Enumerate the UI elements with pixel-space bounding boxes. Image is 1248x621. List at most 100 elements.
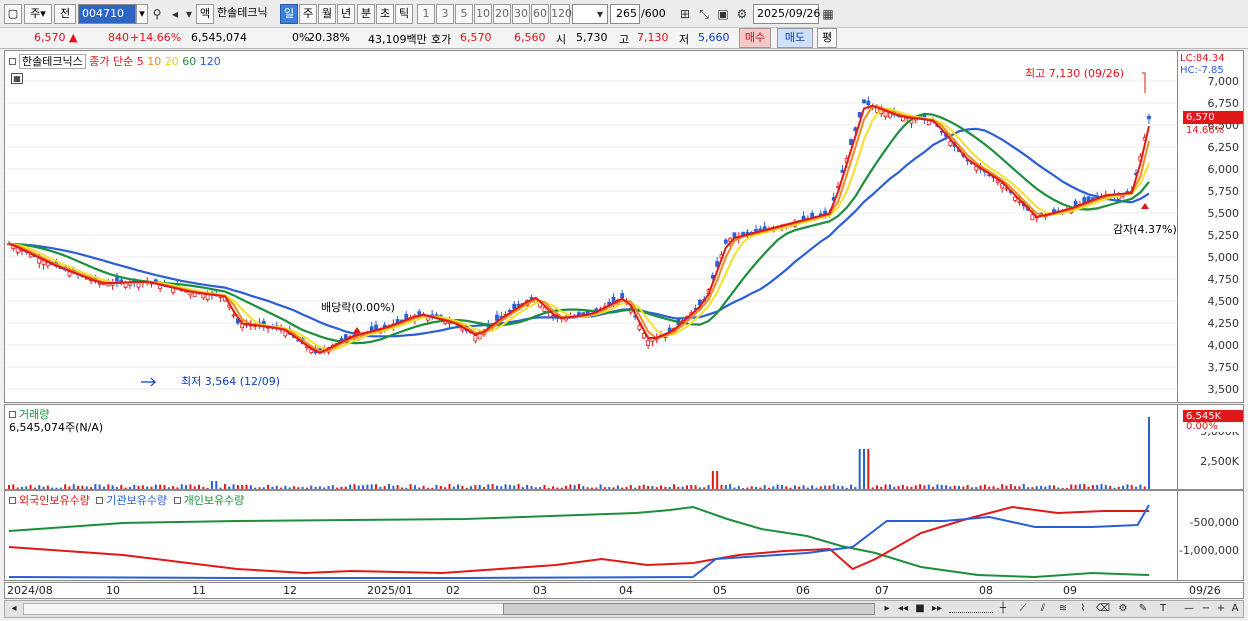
period-minute-tab[interactable]: 분 [357, 4, 375, 24]
date-input[interactable]: 2025/09/26 [753, 4, 820, 24]
holding-pane[interactable]: 외국인보유수량 기관보유수량 개인보유수량 [4, 490, 1178, 581]
volume-bar [901, 484, 904, 489]
channel-icon[interactable]: ⫽ [1040, 603, 1046, 614]
volume-bar [923, 485, 926, 489]
volume-bar [888, 484, 891, 489]
interval-120-button[interactable]: 120 [550, 4, 572, 24]
volume-bar [1074, 484, 1077, 489]
volume-bar [521, 487, 524, 489]
sell-button[interactable]: 매도 [777, 28, 813, 48]
period-year-tab[interactable]: 년 [337, 4, 355, 24]
period-week-tab[interactable]: 주 [299, 4, 317, 24]
volume-bar [647, 486, 650, 489]
settings-gear-icon[interactable]: ⚙ [736, 7, 748, 21]
price-type-button[interactable]: 액 [196, 4, 214, 24]
interval-10-button[interactable]: 10 [474, 4, 492, 24]
institution-toggle-icon[interactable] [96, 497, 104, 504]
institution-holding-label: 기관보유수량 [106, 494, 168, 507]
capital-reduction-marker [1141, 203, 1149, 209]
interval-30-button[interactable]: 30 [512, 4, 530, 24]
hc-label: HC:-7.85 [1180, 65, 1224, 76]
magnet-icon[interactable]: ⌇ [1080, 603, 1086, 614]
interval-60-button[interactable]: 60 [531, 4, 549, 24]
individual-toggle-icon[interactable] [173, 497, 181, 504]
candle-body [542, 306, 547, 312]
pane-menu-icon[interactable] [9, 58, 16, 65]
grid-toggle-icon[interactable]: ▦ [11, 73, 23, 84]
price-y-axis[interactable]: 7,000 6,750 6,500 6,250 6,000 5,750 5,500 5,250… [1178, 50, 1244, 403]
period-second-tab[interactable]: 초 [376, 4, 394, 24]
volume-bar [539, 486, 542, 489]
crosshair-icon[interactable]: ┼ [999, 603, 1007, 614]
volume-bar [1065, 487, 1068, 489]
buy-button[interactable]: 매수 [739, 28, 771, 48]
auto-scale-icon[interactable]: A [1231, 603, 1239, 614]
volume-bar [215, 481, 218, 489]
holding-pane-menu-icon[interactable] [9, 497, 16, 504]
volume-bar [1148, 417, 1150, 489]
save-icon[interactable]: ▣ [717, 7, 729, 21]
object-settings-icon[interactable]: ⚙ [1118, 603, 1128, 614]
trendline-icon[interactable]: ⟋ [1019, 603, 1027, 614]
period-month-tab[interactable]: 월 [318, 4, 336, 24]
window-menu-button[interactable]: ▢ [4, 4, 22, 24]
volume-bar [841, 485, 844, 489]
draw-tools-icon[interactable]: ⤡ [699, 7, 709, 21]
volume-bar [763, 484, 766, 489]
price-y-label: 5,500 [1207, 207, 1240, 220]
interval-20-button[interactable]: 20 [493, 4, 511, 24]
calendar-icon[interactable]: ▦ [822, 7, 834, 21]
eraser-icon[interactable]: ⌫ [1095, 603, 1111, 614]
fast-forward-icon[interactable]: ▸▸ [931, 603, 943, 614]
chart-scrollbar[interactable]: ◂ ▸ ◂◂ ■ ▸▸ ┼ ⟋ ⫽ ≋ ⌇ ⌫ ⚙ ✎ T — − + A [4, 600, 1244, 618]
speaker-icon[interactable]: ◂ [171, 7, 179, 21]
speaker-dropdown-icon[interactable]: ▾ [185, 7, 193, 21]
stock-code-input[interactable]: 004710 [78, 4, 136, 24]
interval-custom-input[interactable] [572, 4, 608, 24]
bar-count-input[interactable]: 265 [610, 4, 640, 24]
zoom-plus-icon[interactable]: + [1216, 603, 1226, 614]
interval-dropdown-icon[interactable]: ▾ [596, 7, 604, 21]
volume-bar [733, 487, 736, 489]
rewind-icon[interactable]: ◂◂ [897, 603, 909, 614]
period-tick-tab[interactable]: 틱 [395, 4, 413, 24]
prev-button[interactable]: 전 [54, 4, 76, 24]
x-label-08: 08 [979, 584, 993, 597]
pen-icon[interactable]: ✎ [1138, 603, 1148, 614]
scroll-thumb[interactable] [503, 603, 875, 615]
interval-1-button[interactable]: 1 [417, 4, 435, 24]
ratio-a: 0% [292, 31, 310, 44]
period-day-tab[interactable]: 일 [280, 4, 298, 24]
low-marker-arrow [141, 377, 157, 387]
eval-button[interactable]: 평 [817, 28, 837, 48]
code-dropdown-icon[interactable]: ▾ [136, 4, 148, 24]
price-pane[interactable]: 한솔테크닉스 종가 단순 5 10 20 60 120 ▦ 최고 7,130 (… [4, 50, 1178, 403]
interval-5-button[interactable]: 5 [455, 4, 473, 24]
individual-holding-line [8, 505, 1150, 579]
volume-bar [1027, 487, 1030, 489]
holding-y-axis[interactable]: -500,000 -1,000,000 [1178, 490, 1244, 581]
volume-bar [435, 484, 438, 489]
market-select[interactable]: 주▾ [24, 4, 52, 24]
interval-3-button[interactable]: 3 [436, 4, 454, 24]
volume-bar [1070, 484, 1073, 489]
volume-bar [858, 449, 861, 489]
candle-type-icon[interactable]: ⊞ [679, 7, 691, 21]
text-tool-icon[interactable]: T [1159, 603, 1167, 614]
volume-bar [746, 487, 749, 489]
x-label-end: 09/26 [1189, 584, 1221, 597]
stop-icon[interactable]: ■ [915, 603, 925, 614]
foreign-holding-label: 외국인보유수량 [19, 494, 90, 507]
fibonacci-icon[interactable]: ≋ [1058, 603, 1068, 614]
volume-pane[interactable]: 거래량 6,545,074주(N/A) [4, 404, 1178, 490]
search-icon[interactable]: ⚲ [152, 7, 162, 21]
scroll-left-icon[interactable]: ◂ [11, 603, 17, 614]
zoom-minus-icon[interactable]: − [1201, 603, 1211, 614]
zoom-out-minus-icon[interactable]: — [1184, 603, 1194, 614]
volume-pane-menu-icon[interactable] [9, 411, 16, 418]
volume-bar [202, 486, 205, 489]
stock-name: 한솔테크닉 [217, 6, 268, 19]
volume-bar [832, 484, 835, 489]
scroll-right-icon[interactable]: ▸ [884, 603, 890, 614]
zoom-slider[interactable] [949, 604, 993, 613]
